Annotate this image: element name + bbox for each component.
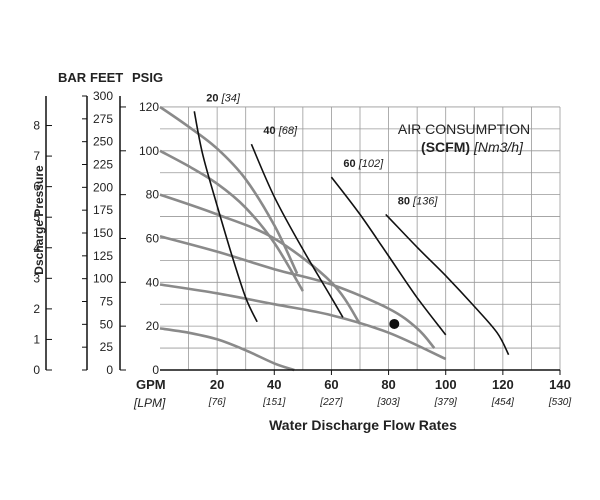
x-tick-label-lpm: [303] — [376, 397, 399, 408]
x-tick-label-gpm: 40 — [267, 377, 281, 392]
bar-header: BAR — [58, 70, 87, 85]
inset-nm3h: [Nm3/h] — [473, 139, 524, 155]
x-tick-label-gpm: 20 — [210, 377, 224, 392]
x-tick-label-gpm: 80 — [381, 377, 395, 392]
air-curve-80 — [385, 213, 510, 356]
psig-tick-label: 40 — [146, 275, 160, 289]
x-unit-gpm: GPM — [136, 377, 166, 392]
psig-tick-label: 0 — [152, 363, 159, 377]
pressure-curve-4 — [159, 235, 436, 349]
grid — [160, 106, 561, 370]
bar-tick-label: 6 — [33, 180, 40, 194]
psig-tick-label: 60 — [146, 231, 160, 245]
pressure-curve-6 — [159, 327, 295, 372]
air-curve-label-80: 80 [136] — [398, 195, 439, 207]
x-tick-label-lpm: [151] — [262, 397, 285, 408]
operating-point-marker — [389, 318, 400, 329]
air-curve-label-40: 40 [68] — [263, 125, 298, 137]
pressure-curve-3 — [159, 193, 362, 325]
psig-tick-label: 20 — [146, 319, 160, 333]
bar-tick-label: 0 — [33, 363, 40, 377]
bar-tick-label: 4 — [33, 241, 40, 255]
air-curve-20 — [193, 111, 258, 323]
feet-tick-label: 0 — [106, 363, 113, 377]
feet-tick-label: 100 — [93, 272, 113, 286]
x-axis-title: Water Discharge Flow Rates — [269, 417, 457, 433]
inset-title: AIR CONSUMPTION — [398, 121, 530, 137]
feet-tick-label: 50 — [100, 317, 114, 331]
feet-tick-label: 175 — [93, 203, 113, 217]
x-tick-label-lpm: [76] — [208, 397, 226, 408]
psig-tick-label: 80 — [146, 188, 160, 202]
psig-tick-label: 120 — [139, 100, 159, 114]
pressure-curve-1 — [159, 105, 299, 275]
x-tick-label-gpm: 120 — [492, 377, 514, 392]
pressure-curves — [159, 105, 447, 372]
bar-tick-label: 2 — [33, 302, 40, 316]
feet-tick-label: 75 — [100, 295, 114, 309]
x-unit-lpm: [LPM] — [133, 396, 166, 410]
air-curve-40 — [250, 143, 344, 318]
air-consumption-curves: 20 [34] 40 [68] 60 [102] 80 [136] — [193, 92, 510, 356]
bar-tick-label: 8 — [33, 119, 40, 133]
pressure-curve-2 — [159, 149, 305, 292]
inset-unit-line: (SCFM) [Nm3/h] — [421, 139, 524, 155]
feet-header: FEET — [90, 70, 123, 85]
operating-point — [389, 318, 400, 329]
bar-tick-label: 3 — [33, 271, 40, 285]
pressure-curve-5 — [159, 283, 447, 361]
x-tick-label-gpm: 100 — [435, 377, 457, 392]
y-axis-title: Dscharge Pressure — [32, 165, 46, 275]
feet-tick-label: 250 — [93, 135, 113, 149]
psig-header: PSIG — [132, 70, 163, 85]
psig-tick-label: 100 — [139, 144, 159, 158]
feet-tick-label: 150 — [93, 226, 113, 240]
air-curve-60 — [330, 176, 447, 336]
feet-tick-label: 200 — [93, 180, 113, 194]
bar-tick-label: 7 — [33, 149, 40, 163]
feet-tick-label: 25 — [100, 340, 114, 354]
feet-tick-label: 300 — [93, 89, 113, 103]
bar-tick-label: 1 — [33, 332, 40, 346]
air-curve-label-20: 20 [34] — [206, 92, 241, 104]
x-tick-label-gpm: 140 — [549, 377, 571, 392]
bar-tick-label: 5 — [33, 210, 40, 224]
x-tick-label-lpm: [454] — [491, 397, 514, 408]
feet-tick-label: 125 — [93, 249, 113, 263]
feet-tick-label: 225 — [93, 158, 113, 172]
inset-scfm: (SCFM) — [421, 139, 470, 155]
axis-ticks: 20[76]40[151]60[227]80[303]100[379]120[4… — [33, 89, 571, 408]
feet-tick-label: 275 — [93, 112, 113, 126]
x-tick-label-gpm: 60 — [324, 377, 338, 392]
x-tick-label-lpm: [227] — [319, 397, 342, 408]
x-tick-label-lpm: [530] — [548, 397, 571, 408]
air-curve-label-60: 60 [102] — [343, 158, 384, 170]
x-tick-label-lpm: [379] — [434, 397, 457, 408]
